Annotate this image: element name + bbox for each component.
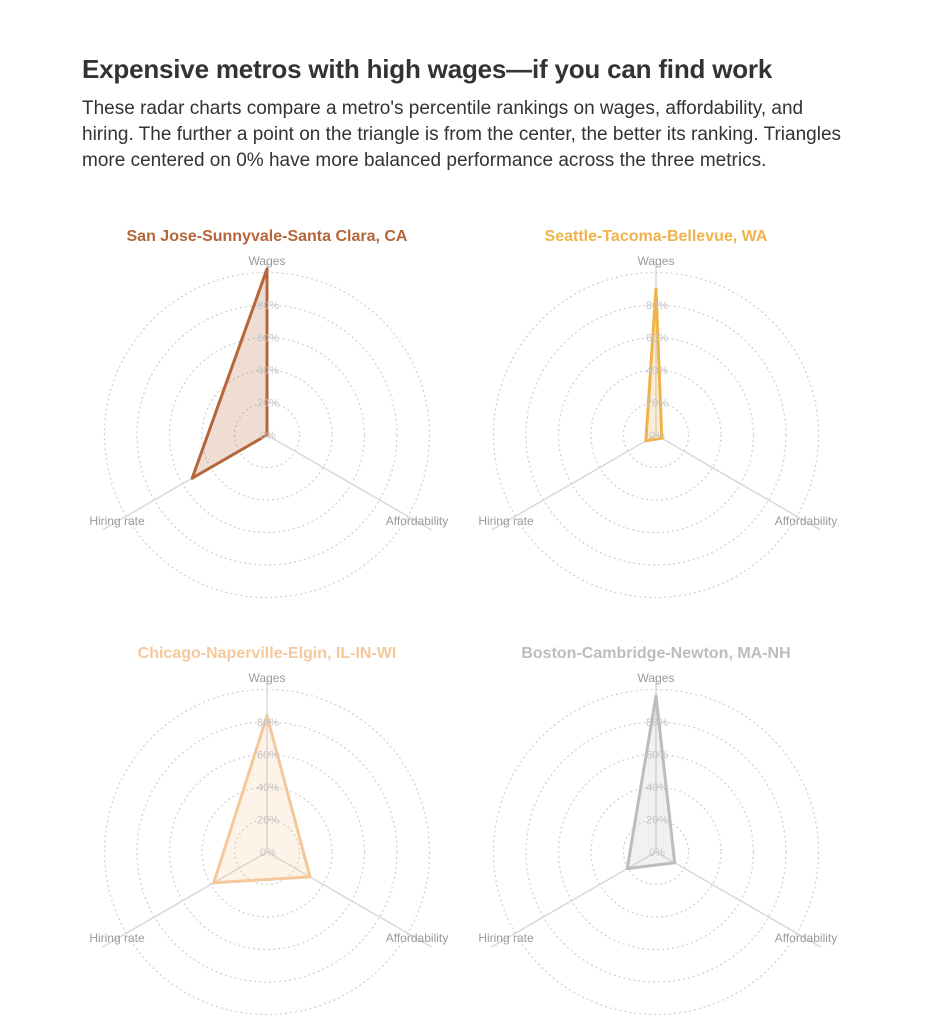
- radial-tick-label: 60%: [646, 750, 668, 762]
- axis-label-hiring-rate: Hiring rate: [89, 931, 145, 945]
- grid-ring: [557, 336, 755, 534]
- axis-line: [491, 434, 657, 531]
- radial-tick-label: 0%: [649, 430, 665, 442]
- radial-tick-label: 40%: [257, 782, 279, 794]
- radial-tick-label: 0%: [260, 847, 276, 859]
- radar-chart-2: 0% 20% 40% 60% 80% Wages Affordability Hiring r…: [478, 228, 837, 599]
- radial-tick-label: 40%: [646, 365, 668, 377]
- radial-tick-label: 80%: [646, 717, 668, 729]
- data-point-affordability: [265, 433, 269, 437]
- radar-chart-title: Chicago-Naperville-Elgin, IL-IN-WI: [138, 645, 397, 662]
- radar-chart-1: 0% 20% 40% 60% 80% Wages Affordability Hiring r…: [89, 228, 448, 599]
- radar-chart-3: 0% 20% 40% 60% 80% Wages Affordability Hiring r…: [89, 645, 448, 1016]
- radar-chart-4: 0% 20% 40% 60% 80% Wages Affordability Hiring r…: [478, 645, 837, 1016]
- axis-line: [266, 851, 432, 948]
- radial-tick-label: 20%: [257, 398, 279, 410]
- grid-ring: [233, 818, 301, 886]
- data-point-wages: [265, 267, 269, 271]
- axis-line: [655, 851, 821, 948]
- axis-label-wages: Wages: [249, 254, 286, 268]
- data-point-wages: [265, 714, 269, 718]
- data-point-wages: [654, 287, 658, 291]
- data-point-hiring-rate: [625, 867, 629, 871]
- grid-ring: [525, 304, 787, 566]
- data-polygon: [644, 287, 664, 443]
- axis-line: [266, 434, 432, 531]
- axis-line: [102, 851, 268, 948]
- chart-title: Expensive metros with high wages—if you …: [82, 54, 773, 84]
- axis-label-affordability: Affordability: [775, 514, 837, 528]
- axis-label-hiring-rate: Hiring rate: [89, 514, 145, 528]
- axis-label-affordability: Affordability: [386, 514, 448, 528]
- axis-label-hiring-rate: Hiring rate: [478, 514, 534, 528]
- grid-ring: [136, 721, 398, 983]
- data-polygon: [190, 267, 269, 480]
- data-point-affordability: [673, 861, 677, 865]
- axis-label-wages: Wages: [249, 671, 286, 685]
- grid-ring: [622, 401, 690, 469]
- data-point-affordability: [308, 875, 312, 879]
- radar-chart-title: San Jose-Sunnyvale-Santa Clara, CA: [127, 228, 408, 245]
- axis-label-affordability: Affordability: [775, 931, 837, 945]
- radar-chart-title: Seattle-Tacoma-Bellevue, WA: [545, 228, 768, 245]
- grid-ring: [557, 753, 755, 951]
- axis-label-hiring-rate: Hiring rate: [478, 931, 534, 945]
- radial-tick-label: 80%: [646, 300, 668, 312]
- axis-label-wages: Wages: [638, 671, 675, 685]
- radial-tick-label: 80%: [257, 717, 279, 729]
- grid-ring: [136, 304, 398, 566]
- radial-tick-label: 60%: [646, 333, 668, 345]
- axis-label-affordability: Affordability: [386, 931, 448, 945]
- radial-tick-label: 60%: [257, 750, 279, 762]
- radial-tick-label: 20%: [646, 815, 668, 827]
- grid-ring: [168, 753, 366, 951]
- radial-tick-label: 20%: [646, 398, 668, 410]
- radial-tick-label: 20%: [257, 815, 279, 827]
- radial-tick-label: 0%: [260, 430, 276, 442]
- data-polygon: [625, 694, 677, 871]
- radar-chart-title: Boston-Cambridge-Newton, MA-NH: [521, 645, 790, 662]
- grid-ring: [525, 721, 787, 983]
- radial-tick-label: 80%: [257, 300, 279, 312]
- radial-tick-label: 0%: [649, 847, 665, 859]
- data-point-hiring-rate: [644, 439, 648, 443]
- chart-subtitle: These radar charts compare a metro's per…: [82, 98, 842, 171]
- data-polygon: [212, 714, 312, 885]
- axis-label-wages: Wages: [638, 254, 675, 268]
- grid-ring: [168, 336, 366, 534]
- radial-tick-label: 40%: [257, 365, 279, 377]
- data-point-wages: [654, 694, 658, 698]
- data-point-affordability: [660, 436, 664, 440]
- grid-ring: [233, 401, 301, 469]
- grid-ring: [622, 818, 690, 886]
- axis-line: [655, 434, 821, 531]
- data-point-hiring-rate: [212, 881, 216, 885]
- radial-tick-label: 40%: [646, 782, 668, 794]
- radial-tick-label: 60%: [257, 333, 279, 345]
- data-point-hiring-rate: [190, 476, 194, 480]
